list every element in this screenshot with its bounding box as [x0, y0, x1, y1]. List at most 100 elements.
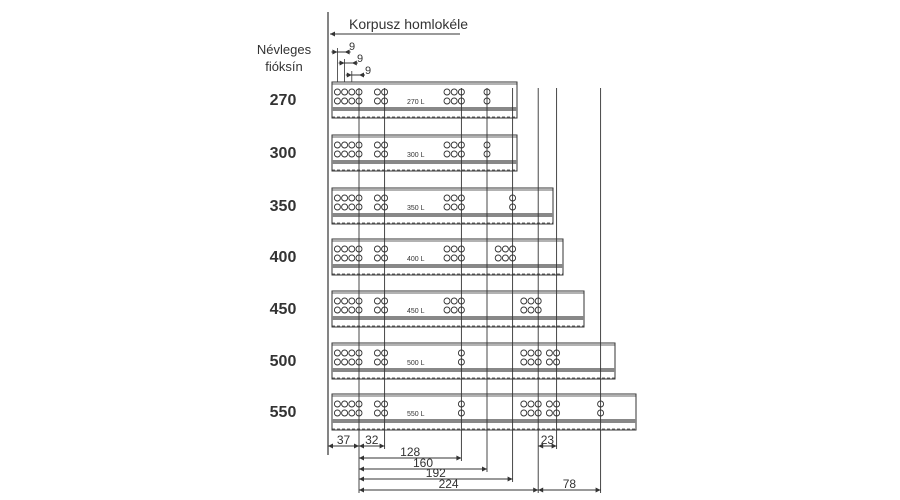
mounting-hole: [520, 400, 528, 408]
mounting-hole: [348, 194, 356, 202]
mounting-hole: [443, 203, 451, 211]
mounting-hole: [373, 306, 381, 314]
dimension-label: 224: [439, 477, 459, 491]
rail-body: [331, 290, 585, 328]
rail-length-label: 270 L: [407, 99, 425, 106]
arrow-icon: [359, 443, 364, 449]
mounting-hole: [373, 203, 381, 211]
mounting-hole: [450, 150, 458, 158]
arrow-icon: [344, 49, 350, 55]
mounting-hole: [443, 297, 451, 305]
mounting-hole: [333, 245, 341, 253]
rail-length-label: 350 L: [407, 205, 425, 212]
mounting-hole: [348, 97, 356, 105]
mounting-hole: [333, 306, 341, 314]
mounting-hole: [545, 349, 553, 357]
mounting-hole: [373, 349, 381, 357]
mounting-hole: [333, 194, 341, 202]
mounting-hole: [443, 254, 451, 262]
dimension-label: 128: [400, 445, 420, 459]
rail-row: 300 300 L: [270, 134, 518, 172]
mounting-hole: [333, 254, 341, 262]
mounting-hole: [348, 141, 356, 149]
nominal-size-label: 500: [270, 353, 297, 370]
mounting-hole: [341, 297, 349, 305]
mounting-hole: [494, 245, 502, 253]
arrow-icon: [551, 443, 557, 449]
arrow-icon: [379, 443, 385, 449]
mounting-hole: [494, 254, 502, 262]
mounting-hole: [373, 97, 381, 105]
hole-spacing-label: 9: [349, 41, 355, 53]
arrow-icon: [538, 487, 544, 493]
mounting-hole: [348, 203, 356, 211]
mounting-hole: [450, 245, 458, 253]
mounting-hole: [341, 88, 349, 96]
arrow-icon: [482, 466, 487, 472]
mounting-hole: [348, 254, 356, 262]
rail-row: 450 450 L: [270, 290, 585, 328]
mounting-hole: [450, 194, 458, 202]
front-edge-label: Korpusz homlokéle: [349, 16, 468, 32]
arrow-icon: [359, 455, 364, 461]
mounting-hole: [348, 400, 356, 408]
rail-body: [331, 238, 564, 276]
rail-length-label: 450 L: [407, 308, 425, 315]
mounting-hole: [450, 203, 458, 211]
rail-body: [331, 134, 518, 172]
mounting-hole: [333, 97, 341, 105]
mounting-hole: [341, 141, 349, 149]
arrow-icon: [339, 60, 345, 66]
mounting-hole: [373, 400, 381, 408]
mounting-hole: [348, 245, 356, 253]
mounting-hole: [450, 297, 458, 305]
mounting-hole: [341, 97, 349, 105]
arrow-icon: [595, 487, 601, 493]
mounting-hole: [527, 349, 535, 357]
nominal-size-label: 400: [270, 249, 297, 266]
mounting-hole: [373, 297, 381, 305]
rail-row: 350 350 L: [270, 187, 554, 225]
dimension-label: 192: [426, 466, 446, 480]
rail-band: [332, 368, 615, 372]
arrow-icon: [538, 443, 544, 449]
rail-length-label: 550 L: [407, 411, 425, 418]
rail-body: [331, 187, 554, 225]
mounting-hole: [443, 97, 451, 105]
rail-row: 270 270 L: [270, 81, 518, 119]
nominal-size-label: 450: [270, 301, 297, 318]
mounting-hole: [333, 349, 341, 357]
mounting-hole: [348, 409, 356, 417]
mounting-hole: [373, 150, 381, 158]
mounting-hole: [443, 141, 451, 149]
mounting-hole: [333, 150, 341, 158]
nominal-size-label: 350: [270, 198, 297, 215]
mounting-hole: [341, 150, 349, 158]
mounting-hole: [527, 358, 535, 366]
mounting-hole: [450, 306, 458, 314]
mounting-hole: [333, 358, 341, 366]
arrow-icon: [359, 487, 364, 493]
nominal-label-line2: fióksín: [265, 59, 303, 74]
rail-row: 500 500 L: [270, 342, 616, 380]
mounting-hole: [443, 88, 451, 96]
dimension-label: 23: [541, 433, 555, 447]
mounting-hole: [527, 306, 535, 314]
mounting-hole: [348, 349, 356, 357]
mounting-hole: [545, 409, 553, 417]
mounting-hole: [520, 358, 528, 366]
mounting-hole: [348, 150, 356, 158]
nominal-size-label: 550: [270, 404, 297, 421]
mounting-hole: [373, 409, 381, 417]
mounting-hole: [520, 297, 528, 305]
mounting-hole: [341, 349, 349, 357]
mounting-hole: [501, 245, 509, 253]
mounting-hole: [341, 245, 349, 253]
mounting-hole: [348, 306, 356, 314]
rail-band: [332, 264, 563, 268]
arrow-icon: [359, 72, 364, 78]
mounting-hole: [520, 306, 528, 314]
mounting-hole: [527, 400, 535, 408]
